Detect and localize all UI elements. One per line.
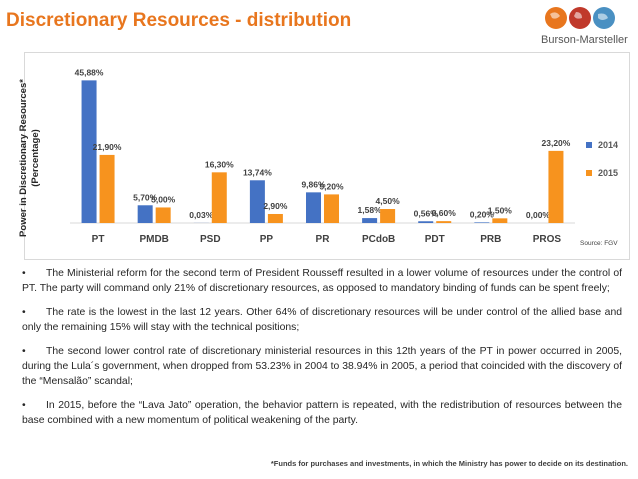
- x-tick-label-pros: PROS: [533, 234, 562, 245]
- bullet-text: In 2015, before the “Lava Jato” operatio…: [22, 400, 622, 426]
- data-label-2015-pdt: 0,60%: [432, 208, 457, 218]
- bar-2015-pt: [99, 154, 115, 223]
- bar-2014-pr: [306, 192, 321, 223]
- bar-2015-pp: [267, 213, 283, 223]
- bullet-item: • In 2015, before the “Lava Jato” operati…: [22, 398, 622, 428]
- legend-swatch-2014: [586, 142, 592, 148]
- bullet-list: • The Ministerial reform for the second t…: [22, 266, 622, 437]
- data-label-2014-pdt: 0,56%: [414, 208, 439, 218]
- bar-2014-prb: [474, 222, 490, 223]
- brand-name: Burson-Marsteller: [541, 34, 628, 46]
- bullet-marker: •: [22, 268, 26, 279]
- bullet-item: • The rate is the lowest in the last 12 y…: [22, 305, 622, 335]
- bullet-marker: •: [22, 400, 26, 411]
- data-label-2015-pr: 9,20%: [319, 181, 344, 191]
- data-label-2014-pros: 0,00%: [526, 210, 551, 220]
- data-label-2015-pcdob: 4,50%: [376, 196, 401, 206]
- y-axis-label-line: Power in Discretionary Resources*: [18, 79, 29, 237]
- bullet-text: The rate is the lowest in the last 12 ye…: [22, 307, 622, 333]
- bar-2014-pcdob: [362, 218, 378, 223]
- bullet-marker: •: [22, 307, 26, 318]
- bullet-marker: •: [22, 346, 26, 357]
- x-tick-label-psd: PSD: [200, 234, 221, 245]
- data-label-2015-pt: 21,90%: [93, 142, 122, 152]
- bar-2014-pmdb: [137, 205, 153, 223]
- chart-frame: [24, 52, 630, 260]
- x-tick-label-prb: PRB: [480, 234, 501, 245]
- x-tick-label-pmdb: PMDB: [139, 234, 168, 245]
- bar-2014-pt: [81, 80, 97, 223]
- bullet-item: • The second lower control rate of discre…: [22, 344, 622, 389]
- data-label-2015-psd: 16,30%: [205, 159, 234, 169]
- footnote: *Funds for purchases and investments, in…: [270, 459, 628, 468]
- bar-2015-pcdob: [380, 209, 396, 223]
- legend-label-2015: 2015: [598, 168, 619, 178]
- y-axis-label-line: (Percentage): [30, 129, 41, 187]
- bullet-item: • The Ministerial reform for the second t…: [22, 266, 622, 296]
- bar-2015-pdt: [436, 221, 452, 223]
- bullet-text: The Ministerial reform for the second te…: [22, 268, 622, 294]
- chart-legend: 2014 2015: [586, 138, 618, 194]
- legend-item-2014: 2014: [586, 138, 618, 152]
- chart-source: Source: FGV: [580, 240, 618, 247]
- bar-2015-prb: [492, 218, 508, 223]
- bar-2015-pr: [324, 194, 339, 223]
- data-label-2014-prb: 0,20%: [470, 209, 495, 219]
- x-tick-label-pt: PT: [92, 234, 105, 245]
- x-tick-label-pcdob: PCdoB: [362, 234, 395, 245]
- data-label-2014-pmdb: 5,70%: [133, 192, 158, 202]
- data-label-2014-pt: 45,88%: [75, 67, 104, 77]
- bar-2015-pros: [548, 150, 564, 223]
- globe-logo-icon: [545, 7, 615, 29]
- x-tick-label-pr: PR: [316, 234, 331, 245]
- data-label-2015-pros: 23,20%: [542, 138, 571, 148]
- data-label-2014-pcdob: 1,58%: [358, 205, 383, 215]
- data-label-2014-pp: 13,74%: [243, 167, 272, 177]
- legend-swatch-2015: [586, 170, 592, 176]
- bar-2014-pp: [249, 180, 265, 223]
- legend-label-2014: 2014: [598, 140, 619, 150]
- data-label-2015-pp: 2,90%: [263, 201, 288, 211]
- data-label-2015-pmdb: 5,00%: [151, 194, 176, 204]
- data-label-2014-pr: 9,86%: [301, 179, 326, 189]
- legend-item-2015: 2015: [586, 166, 618, 180]
- bar-2015-pmdb: [155, 207, 171, 223]
- page-title: Discretionary Resources - distribution: [6, 10, 352, 31]
- x-tick-label-pp: PP: [260, 234, 274, 245]
- bar-2014-pdt: [418, 221, 434, 223]
- x-tick-label-pdt: PDT: [425, 234, 445, 245]
- bar-2015-psd: [211, 172, 227, 223]
- bar-chart: 45,88% 21,90% PT 5,70%5,00% PMDB 0,03% 16,30% P…: [70, 67, 575, 245]
- bullet-text: The second lower control rate of discret…: [22, 346, 622, 387]
- data-label-2015-prb: 1,50%: [488, 205, 513, 215]
- y-axis-label: Power in Discretionary Resources* (Percen…: [18, 58, 42, 258]
- data-label-2014-psd: 0,03%: [189, 210, 214, 220]
